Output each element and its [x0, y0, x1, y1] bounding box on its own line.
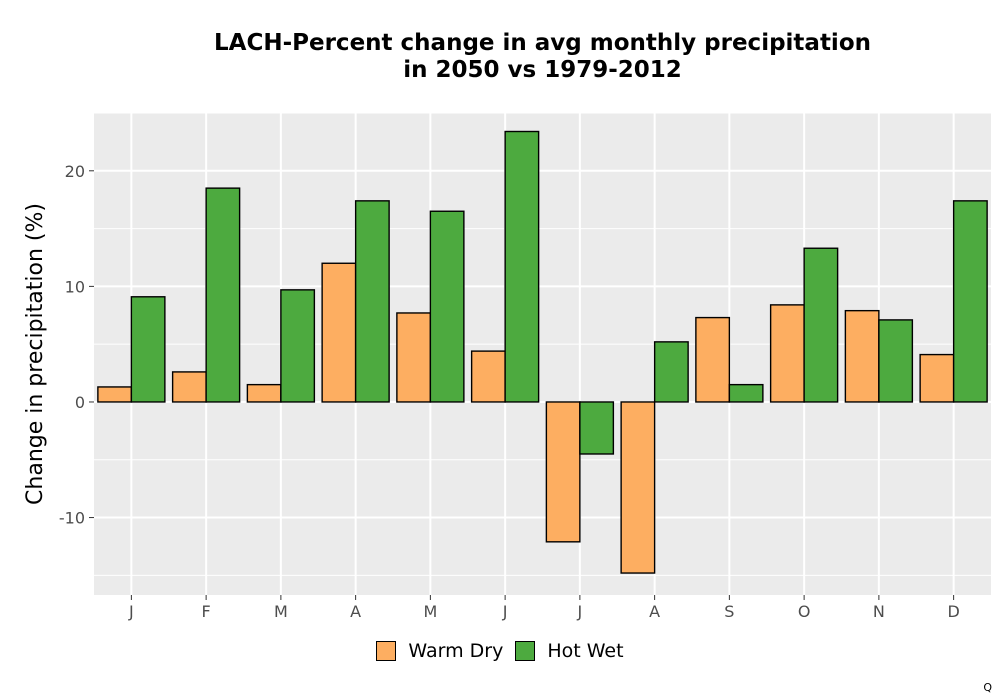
bar-hot-wet — [952, 200, 988, 403]
y-tick-label: 0 — [75, 393, 85, 412]
x-tick-label: N — [873, 602, 885, 621]
x-tick-label: S — [724, 602, 734, 621]
x-tick-label: A — [350, 602, 361, 621]
legend-swatch-hot-wet — [515, 641, 536, 661]
bar-hot-wet — [130, 296, 166, 403]
bar-warm-dry — [620, 401, 656, 574]
x-tick-label: D — [947, 602, 959, 621]
x-tick-label: J — [128, 602, 134, 621]
bar-hot-wet — [354, 200, 390, 403]
bar-warm-dry — [321, 262, 357, 403]
bar-hot-wet — [504, 130, 540, 403]
bar-warm-dry — [769, 304, 805, 403]
bar-warm-dry — [844, 309, 880, 403]
bar-warm-dry — [396, 312, 432, 403]
x-tick-label: M — [274, 602, 288, 621]
x-tick-label: J — [577, 602, 583, 621]
legend-label-warm-dry: Warm Dry — [408, 640, 504, 662]
x-tick-label: M — [423, 602, 437, 621]
bar-hot-wet — [728, 383, 764, 403]
y-tick-label: -10 — [59, 509, 85, 528]
bar-hot-wet — [429, 210, 465, 403]
plot-panel — [94, 113, 991, 595]
legend: Warm Dry Hot Wet — [0, 640, 1000, 662]
x-tick-label: O — [798, 602, 811, 621]
bar-warm-dry — [171, 371, 207, 403]
bar-warm-dry — [545, 401, 581, 543]
bar-hot-wet — [205, 187, 241, 403]
bar-hot-wet — [878, 319, 914, 403]
x-tick-label: A — [649, 602, 660, 621]
y-tick-label: 10 — [65, 277, 85, 296]
minor-gridlines — [94, 112, 991, 576]
bar-hot-wet — [280, 289, 316, 403]
bar-hot-wet — [579, 401, 615, 455]
bar-warm-dry — [695, 316, 731, 403]
bar-warm-dry — [919, 353, 955, 403]
y-axis-label: Change in precipitation (%) — [23, 203, 48, 505]
legend-swatch-warm-dry — [376, 641, 397, 661]
x-tick-label: J — [502, 602, 508, 621]
legend-label-hot-wet: Hot Wet — [547, 640, 624, 662]
y-axis: -10 0 10 20 — [59, 162, 94, 528]
major-gridlines — [94, 113, 991, 595]
y-tick-label: 20 — [65, 162, 85, 181]
bar-warm-dry — [97, 386, 133, 403]
bar-warm-dry — [470, 350, 506, 403]
bar-hot-wet — [803, 247, 839, 403]
chart-title-line-2: in 2050 vs 1979-2012 — [403, 57, 682, 83]
bar-warm-dry — [246, 383, 282, 403]
chart-title: LACH-Percent change in avg monthly preci… — [94, 30, 991, 84]
legend-item-hot-wet: Hot Wet — [515, 640, 624, 662]
chart-title-line-1: LACH-Percent change in avg monthly preci… — [214, 30, 871, 56]
bar-hot-wet — [653, 341, 689, 403]
corner-mark: Q — [983, 681, 992, 694]
legend-item-warm-dry: Warm Dry — [376, 640, 503, 662]
x-tick-label: F — [202, 602, 211, 621]
bars — [97, 130, 988, 574]
